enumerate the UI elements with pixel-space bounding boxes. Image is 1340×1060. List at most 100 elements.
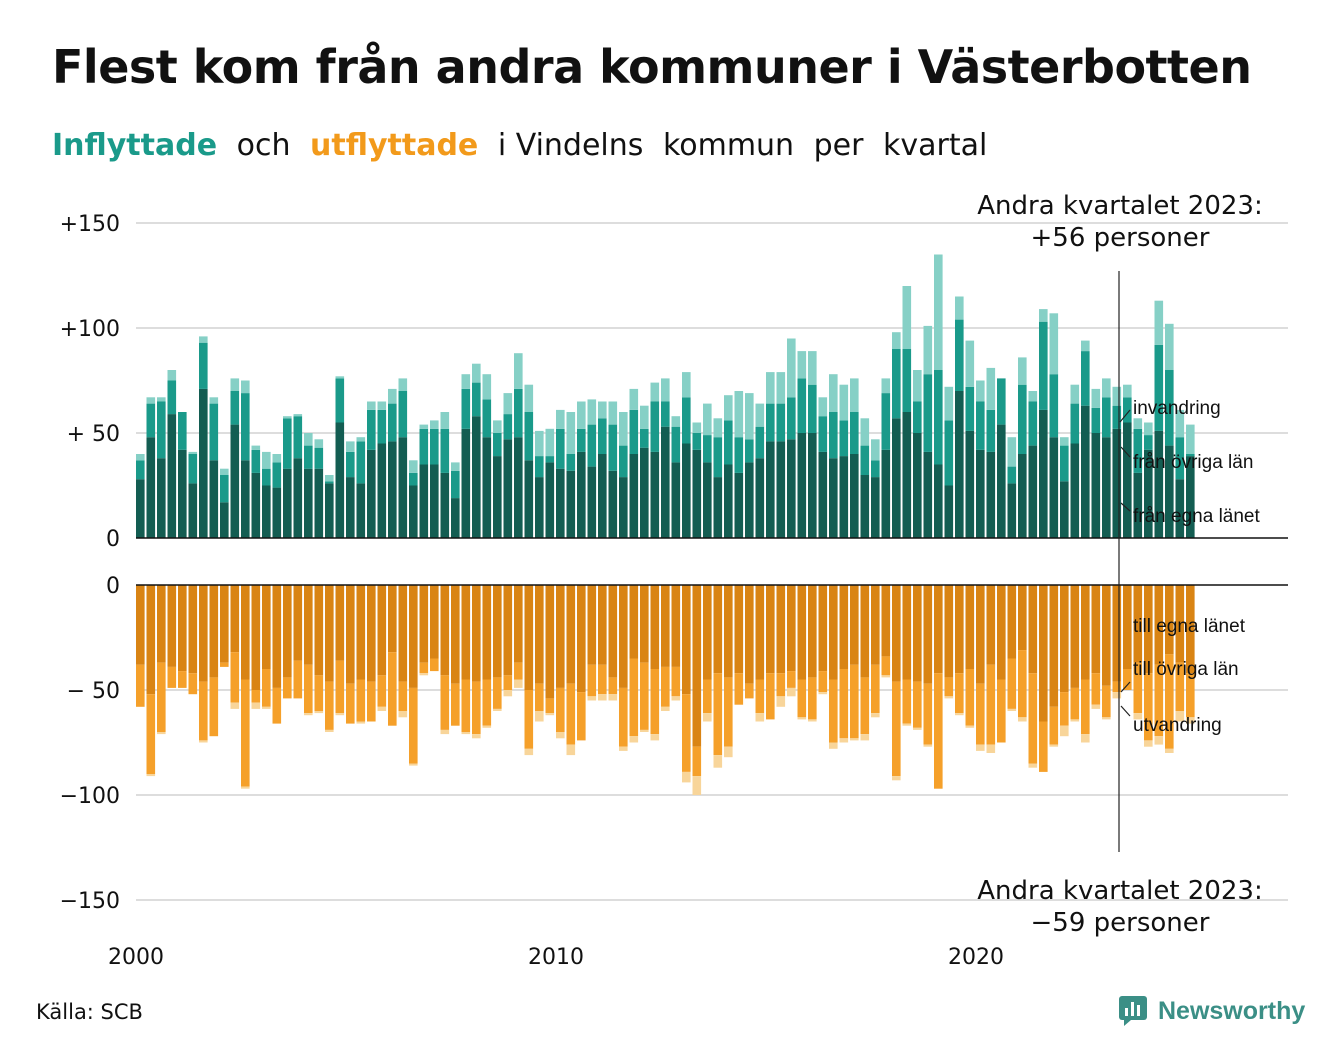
bar-in-egna: [262, 485, 271, 538]
bar-ut-egna: [398, 585, 408, 682]
bar-ut-egna: [587, 585, 597, 665]
bar-in-ovriga: [356, 441, 366, 484]
bar-in-egna: [650, 451, 660, 538]
bar-ut-egna: [482, 585, 492, 680]
bar-ut-utvandring: [524, 748, 534, 756]
bar-ut-utvandring: [986, 744, 996, 753]
bar-in-ovriga: [808, 384, 817, 433]
bar-ut-egna: [1112, 585, 1122, 682]
subtitle-kommun: kommun: [662, 128, 795, 163]
bar-in-invandring: [1018, 357, 1027, 385]
bar-in-invandring: [157, 397, 166, 402]
bar-ut-ovriga: [850, 664, 859, 739]
bar-in-ovriga: [976, 401, 985, 450]
bar-in-egna: [335, 422, 345, 538]
bar-ut-egna: [220, 585, 229, 663]
bar-ut-egna: [304, 585, 313, 665]
bar-ut-ovriga: [944, 677, 954, 697]
bar-ut-egna: [1049, 585, 1059, 707]
bar-ut-utvandring: [1091, 704, 1101, 709]
bar-in-egna: [1081, 405, 1090, 538]
bar-ut-egna: [346, 585, 355, 684]
bar-in-invandring: [1112, 386, 1122, 406]
bar-ut-utvandring: [461, 732, 471, 735]
bar-ut-egna: [262, 585, 271, 669]
bar-ut-egna: [577, 585, 586, 693]
bar-ut-ovriga: [682, 694, 691, 772]
bar-in-egna: [682, 443, 691, 538]
bar-ut-egna: [923, 585, 933, 684]
bar-ut-egna: [1186, 585, 1195, 674]
bar-ut-utvandring: [199, 740, 208, 743]
bar-ut-utvandring: [1154, 736, 1164, 745]
bar-in-egna: [661, 426, 670, 538]
bar-ut-ovriga: [1112, 681, 1122, 693]
bar-ut-ovriga: [451, 683, 460, 726]
bar-in-ovriga: [346, 451, 355, 478]
bar-ut-utvandring: [860, 734, 870, 741]
bar-ut-egna: [230, 585, 240, 653]
bar-ut-egna: [724, 585, 733, 678]
bar-ut-ovriga: [986, 664, 996, 745]
bar-ut-utvandring: [356, 721, 366, 724]
bar-ut-utvandring: [787, 687, 796, 697]
bar-in-egna: [230, 424, 240, 538]
bar-in-egna: [965, 430, 975, 538]
bar-ut-ovriga: [797, 679, 807, 718]
bar-ut-egna: [1018, 585, 1027, 651]
bar-ut-ovriga: [1186, 673, 1195, 718]
bar-ut-ovriga: [1039, 721, 1048, 772]
bar-in-egna: [944, 485, 954, 538]
bar-in-invandring: [776, 372, 786, 404]
annotations: Andra kvartalet 2023: +56 personer Andra…: [977, 191, 1262, 938]
bar-in-invandring: [1070, 384, 1080, 404]
bar-ut-ovriga: [1060, 692, 1069, 726]
bar-ut-utvandring: [703, 713, 712, 722]
bar-in-ovriga: [1112, 405, 1122, 429]
bar-ut-egna: [1154, 585, 1164, 665]
bar-in-invandring: [1007, 437, 1017, 467]
bar-ut-utvandring: [913, 727, 922, 730]
bar-ut-ovriga: [566, 683, 576, 745]
y-tick-label-bottom: −150: [60, 889, 120, 914]
bar-in-ovriga: [923, 374, 933, 452]
bar-ut-ovriga: [398, 681, 408, 711]
bar-in-ovriga: [734, 437, 744, 473]
bar-in-invandring: [934, 254, 943, 370]
pointer-till-ovriga-lan: [1120, 681, 1131, 693]
bar-ut-egna: [671, 585, 681, 667]
bar-ut-utvandring: [692, 776, 702, 795]
bar-in-egna: [356, 483, 366, 538]
bar-in-ovriga: [965, 386, 975, 431]
bar-ut-ovriga: [787, 671, 796, 688]
bar-in-egna: [199, 388, 208, 538]
bar-in-invandring: [545, 428, 555, 457]
bar-in-ovriga: [251, 449, 261, 473]
bar-ut-ovriga: [1154, 664, 1164, 737]
bar-ut-utvandring: [1144, 740, 1153, 747]
bar-in-ovriga: [157, 401, 166, 459]
bar-in-invandring: [1081, 340, 1090, 352]
bar-ut-utvandring: [325, 729, 334, 732]
bar-in-ovriga: [629, 409, 639, 454]
bar-in-ovriga: [461, 388, 471, 429]
bar-in-ovriga: [262, 468, 271, 486]
bar-ut-egna: [661, 585, 670, 667]
bar-in-egna: [1102, 437, 1111, 538]
bar-ut-egna: [787, 585, 796, 672]
bar-ut-utvandring: [871, 713, 880, 718]
bar-ut-ovriga: [388, 652, 397, 726]
bar-ut-egna: [293, 585, 303, 661]
bar-ut-egna: [640, 585, 649, 663]
bar-in-ovriga: [1102, 397, 1111, 438]
y-tick-label-top: +150: [60, 212, 120, 237]
bar-ut-utvandring: [1028, 763, 1038, 768]
bar-ut-egna: [1070, 585, 1080, 688]
bar-in-ovriga: [419, 428, 429, 465]
bar-in-invandring: [199, 336, 208, 343]
bar-in-invandring: [808, 351, 817, 385]
bar-ut-utvandring: [976, 744, 985, 751]
bar-in-invandring: [566, 412, 576, 454]
bar-in-ovriga: [241, 393, 250, 461]
chart-title: Flest kom från andra kommuner i Västerbo…: [52, 40, 1252, 94]
